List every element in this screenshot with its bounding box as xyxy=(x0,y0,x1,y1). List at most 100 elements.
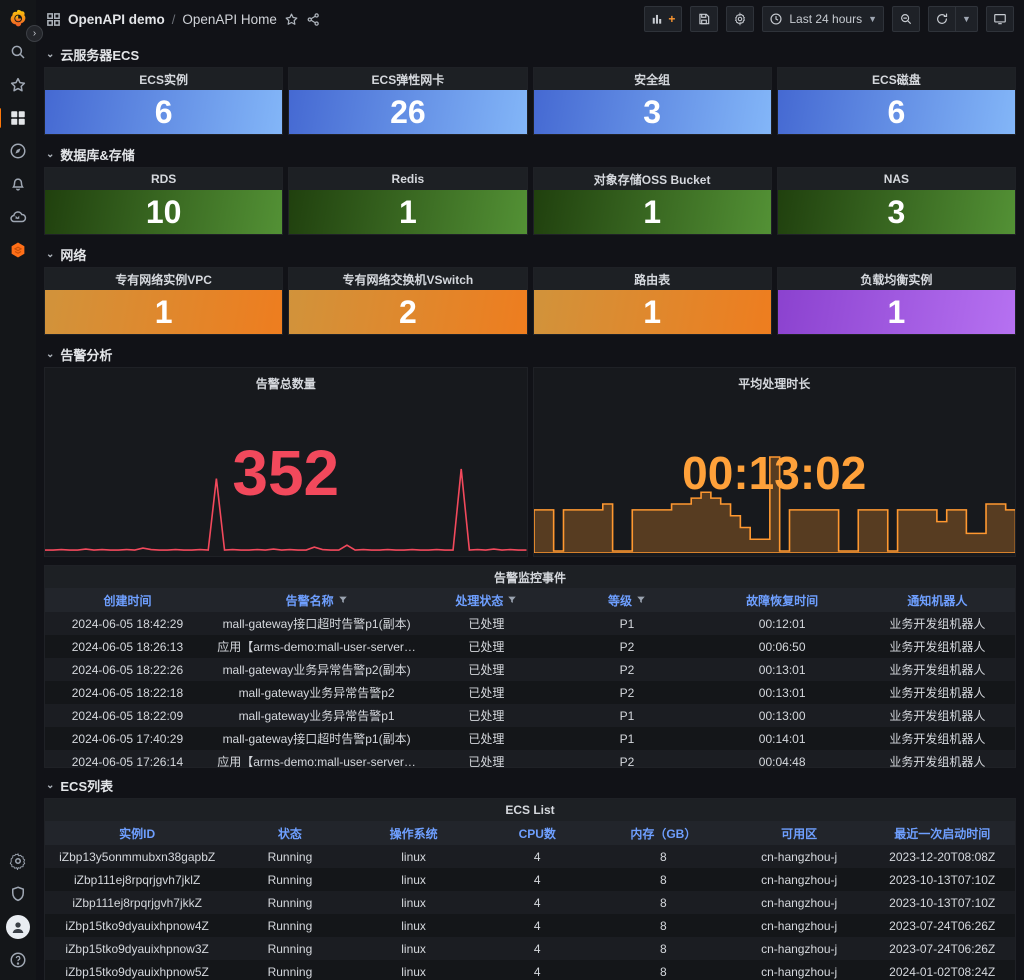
star-dashboard-icon[interactable] xyxy=(284,12,299,27)
alert-total-panel: 告警总数量 352 xyxy=(44,367,528,557)
stat-panel-title[interactable]: ECS弹性网卡 xyxy=(289,68,527,90)
cloud-plugin-hexagon-icon[interactable] xyxy=(6,238,30,262)
table-cell: 00:13:01 xyxy=(758,662,806,677)
column-header[interactable]: 操作系统 xyxy=(351,825,477,842)
left-sidebar xyxy=(0,0,36,980)
help-icon[interactable] xyxy=(6,948,30,972)
table-row: 2024-06-05 18:42:29 mall-gateway接口超时告警p1(… xyxy=(45,612,1015,635)
share-icon[interactable] xyxy=(306,12,321,27)
stat-panel-title[interactable]: Redis xyxy=(289,168,527,190)
stat-panel-title[interactable]: 专有网络实例VPC xyxy=(45,268,283,290)
column-header[interactable]: 状态 xyxy=(229,825,350,842)
table-cell: linux xyxy=(401,895,426,910)
dashboard-canvas: ⌄ 云服务器ECS ECS实例 6 ECS弹性网卡 26 安全组 3 ECS磁盘 6 ⌄ 数据… xyxy=(36,38,1024,980)
column-header[interactable]: 实例ID xyxy=(45,825,229,842)
stat-panel-title[interactable]: ECS磁盘 xyxy=(777,68,1015,90)
alerting-bell-icon[interactable] xyxy=(6,172,30,196)
column-header[interactable]: 处理状态 xyxy=(423,592,549,609)
stat-panel-title[interactable]: NAS xyxy=(777,168,1015,190)
filter-icon[interactable] xyxy=(338,595,348,605)
column-header[interactable]: CPU数 xyxy=(477,825,598,842)
table-panel-title[interactable]: 告警监控事件 xyxy=(45,566,1015,588)
table-cell: P2 xyxy=(619,685,635,700)
breadcrumb-app[interactable]: OpenAPI demo xyxy=(68,11,165,27)
expand-sidebar-button[interactable]: › xyxy=(26,25,43,42)
user-avatar[interactable] xyxy=(6,915,30,939)
alert-events-table-panel: 告警监控事件 创建时间 告警名称 处理状态 等级 故障恢复时间 通知机器人 2024-06-… xyxy=(44,565,1016,768)
chevron-down-icon: ⌄ xyxy=(46,348,55,360)
kiosk-mode-button[interactable] xyxy=(986,6,1014,32)
filter-icon[interactable] xyxy=(507,595,517,605)
section-title: 网络 xyxy=(60,247,87,263)
panel-title[interactable]: 告警总数量 xyxy=(255,377,316,391)
table-cell: 00:04:48 xyxy=(758,754,806,768)
table-cell: linux xyxy=(401,964,426,979)
add-panel-button[interactable]: + xyxy=(644,6,683,32)
table-cell: cn-hangzhou-j xyxy=(761,964,838,979)
column-header[interactable]: 内存（GB） xyxy=(598,825,729,842)
alert-events-table: 创建时间 告警名称 处理状态 等级 故障恢复时间 通知机器人 2024-06-05 18:4… xyxy=(45,588,1015,768)
column-header[interactable]: 创建时间 xyxy=(45,592,210,609)
section-title: ECS列表 xyxy=(60,778,114,794)
section-header-ecs-list[interactable]: ⌄ ECS列表 xyxy=(46,776,1016,794)
dashboards-icon[interactable] xyxy=(0,106,30,130)
section-header-ecs[interactable]: ⌄ 云服务器ECS xyxy=(46,45,1016,63)
grafana-logo-icon[interactable] xyxy=(6,7,30,31)
table-cell: 2024-06-05 17:26:14 xyxy=(71,754,184,768)
column-header[interactable]: 告警名称 xyxy=(210,592,423,609)
dashboard-settings-button[interactable] xyxy=(726,6,755,32)
table-cell: 4 xyxy=(533,918,541,933)
column-header[interactable]: 最近一次启动时间 xyxy=(869,825,1015,842)
table-panel-title[interactable]: ECS List xyxy=(45,799,1015,821)
table-cell: 业务开发组机器人 xyxy=(889,709,986,723)
configuration-gear-icon[interactable] xyxy=(6,849,30,873)
server-admin-shield-icon[interactable] xyxy=(6,882,30,906)
table-cell: 2023-12-20T08:08Z xyxy=(889,849,996,864)
zoom-out-time-button[interactable] xyxy=(892,6,920,32)
section-header-alerts[interactable]: ⌄ 告警分析 xyxy=(46,345,1016,363)
section-header-db[interactable]: ⌄ 数据库&存储 xyxy=(46,145,1016,163)
explore-compass-icon[interactable] xyxy=(6,139,30,163)
column-header[interactable]: 通知机器人 xyxy=(860,592,1015,609)
machine-learning-cloud-icon[interactable] xyxy=(6,205,30,229)
refresh-interval-dropdown[interactable]: ▼ xyxy=(956,6,978,32)
table-row: iZbp13y5onmmubxn38gapbZ Running linux 4 8 cn-… xyxy=(45,845,1015,868)
column-header[interactable]: 故障恢复时间 xyxy=(705,592,860,609)
table-row: 2024-06-05 18:22:26 mall-gateway业务异常告警p2(… xyxy=(45,658,1015,681)
breadcrumb-page[interactable]: OpenAPI Home xyxy=(182,11,277,27)
table-cell: 业务开发组机器人 xyxy=(889,732,986,746)
stat-panel-title[interactable]: 路由表 xyxy=(533,268,771,290)
filter-icon[interactable] xyxy=(636,595,646,605)
save-dashboard-button[interactable] xyxy=(690,6,719,32)
stat-panel-title[interactable]: 安全组 xyxy=(533,68,771,90)
alert-total-value: 352 xyxy=(232,437,340,510)
table-cell: 2023-10-13T07:10Z xyxy=(889,895,996,910)
starred-icon[interactable] xyxy=(6,73,30,97)
table-cell: 2023-10-13T07:10Z xyxy=(889,872,996,887)
ecs-list-table-panel: ECS List 实例ID 状态 操作系统 CPU数 内存（GB） 可用区 最近一次启动时间… xyxy=(44,798,1016,980)
dashboard-topbar: OpenAPI demo / OpenAPI Home + Last 24 ho xyxy=(36,0,1024,38)
table-cell: 应用【arms-demo:mall-user-server… xyxy=(217,755,416,768)
stat-panel-title[interactable]: 负载均衡实例 xyxy=(777,268,1015,290)
table-cell: mall-gateway接口超时告警p1(副本) xyxy=(222,732,411,746)
table-row: iZbp15tko9dyauixhpnow3Z Running linux 4 8 cn-… xyxy=(45,937,1015,960)
column-header[interactable]: 等级 xyxy=(549,592,704,609)
stat-panel-title[interactable]: RDS xyxy=(45,168,283,190)
stat-panel: Redis 1 xyxy=(288,167,528,235)
stat-panel-title[interactable]: ECS实例 xyxy=(45,68,283,90)
alert-panels-row: 告警总数量 352 平均处理时长 00:13:02 xyxy=(44,367,1016,557)
column-header[interactable]: 可用区 xyxy=(729,825,870,842)
stat-panel-title[interactable]: 专有网络交换机VSwitch xyxy=(289,268,527,290)
column-header-label: 内存（GB） xyxy=(630,826,697,841)
stat-panel-title[interactable]: 对象存储OSS Bucket xyxy=(533,168,771,190)
table-cell: 已处理 xyxy=(468,732,505,746)
time-range-picker[interactable]: Last 24 hours ▼ xyxy=(762,6,884,32)
table-cell: 已处理 xyxy=(468,755,505,768)
stat-value: 1 xyxy=(533,290,771,334)
stat-value: 10 xyxy=(45,190,283,234)
refresh-button[interactable] xyxy=(928,6,956,32)
search-icon[interactable] xyxy=(6,40,30,64)
panel-title[interactable]: 平均处理时长 xyxy=(738,377,811,391)
table-cell: 4 xyxy=(533,895,541,910)
section-header-network[interactable]: ⌄ 网络 xyxy=(46,245,1016,263)
